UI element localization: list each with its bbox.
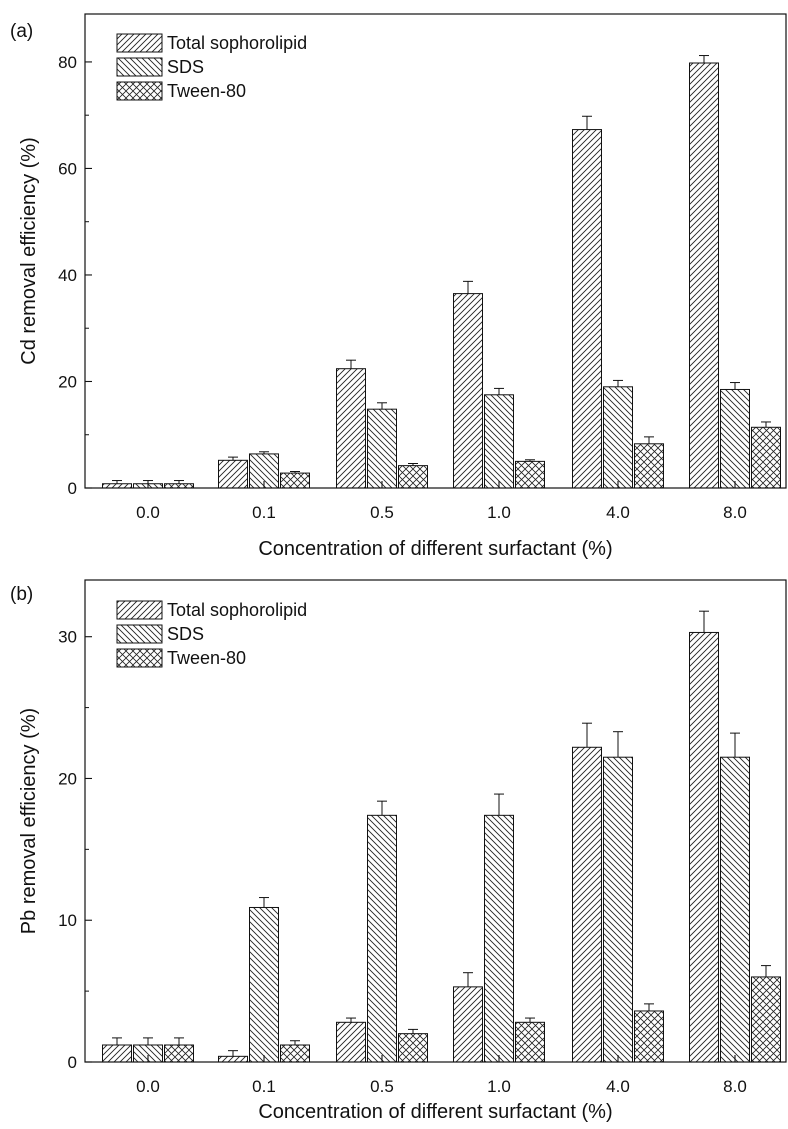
chart-panel-a: 0 20 40 60 80 0.0 0.1 0.5 1.0 4.0 8.0 Concentration… [10,13,787,560]
y-tick-label: 0 [68,479,77,498]
x-tick-label: 1.0 [487,1077,511,1096]
bar-crosshatch-2 [398,1033,428,1063]
y-tick-label: 40 [58,266,77,285]
plot-frame [84,13,787,489]
bar-diagonal-backward-2 [367,814,397,1063]
legend-swatch-crosshatch [116,81,163,101]
x-axis-title: Concentration of different surfactant (%… [258,538,612,560]
x-tick-label: 0.5 [370,1077,394,1096]
legend-swatch-diagonal-backward [116,57,163,77]
legend-swatch-diagonal-forward [116,600,163,620]
bar-diagonal-backward-5 [720,388,750,489]
legend-label: Total sophorolipid [167,600,307,620]
bar-diagonal-backward-4 [603,386,633,489]
bar-crosshatch-1 [280,472,310,489]
legend-swatch-crosshatch [116,648,163,668]
x-tick-label: 0.5 [370,503,394,522]
bar-diagonal-forward-0 [102,483,132,489]
legend-label: Tween-80 [167,81,246,101]
bar-crosshatch-3 [515,460,545,489]
bar-diagonal-forward-3 [453,986,483,1063]
x-axis-title: Concentration of different surfactant (%… [258,1101,612,1123]
panel-label: (a) [10,21,33,42]
bar-diagonal-backward-3 [484,394,514,489]
bar-crosshatch-0 [164,483,194,489]
bar-diagonal-forward-1 [218,1055,248,1063]
x-tick-label: 8.0 [723,1077,747,1096]
bar-diagonal-forward-1 [218,459,248,489]
y-tick-label: 10 [58,911,77,930]
legend-label: SDS [167,624,204,644]
legend-label: Total sophorolipid [167,33,307,53]
bar-diagonal-backward-4 [603,756,633,1063]
bar-diagonal-backward-1 [249,906,279,1063]
bar-diagonal-forward-2 [336,368,366,489]
plot-frame [84,579,787,1063]
x-tick-label: 0.0 [136,1077,160,1096]
bar-crosshatch-5 [751,426,781,489]
y-axis-title: Pb removal efficiency (%) [18,708,40,934]
y-tick-label: 60 [58,159,77,178]
legend-label: SDS [167,57,204,77]
x-tick-label: 4.0 [606,1077,630,1096]
y-axis-title: Cd removal efficiency (%) [18,137,40,364]
y-tick-label: 30 [58,628,77,647]
y-tick-label: 20 [58,372,77,391]
bar-diagonal-forward-5 [689,62,719,489]
bar-crosshatch-1 [280,1044,310,1063]
bar-diagonal-forward-0 [102,1044,132,1063]
bar-crosshatch-5 [751,976,781,1063]
bar-crosshatch-4 [634,443,664,489]
legend-swatch-diagonal-backward [116,624,163,644]
bar-crosshatch-3 [515,1021,545,1063]
chart-panel-b: 0 10 20 30 0.0 0.1 0.5 1.0 4.0 8.0 Concentration o… [10,579,787,1123]
bar-diagonal-backward-3 [484,814,514,1063]
bar-diagonal-forward-4 [572,129,602,489]
bar-crosshatch-2 [398,465,428,489]
y-tick-label: 0 [68,1053,77,1072]
legend-swatch-diagonal-forward [116,33,163,53]
bar-diagonal-forward-2 [336,1021,366,1063]
bar-diagonal-forward-5 [689,631,719,1063]
panel-label: (b) [10,584,33,605]
bar-crosshatch-0 [164,1044,194,1063]
bar-diagonal-backward-5 [720,756,750,1063]
x-tick-label: 0.1 [252,503,276,522]
y-tick-label: 80 [58,53,77,72]
bar-diagonal-forward-4 [572,746,602,1063]
x-tick-label: 1.0 [487,503,511,522]
y-tick-label: 20 [58,769,77,788]
bar-diagonal-forward-3 [453,293,483,489]
bar-crosshatch-4 [634,1010,664,1063]
x-tick-label: 4.0 [606,503,630,522]
x-tick-label: 0.1 [252,1077,276,1096]
x-tick-label: 8.0 [723,503,747,522]
x-tick-label: 0.0 [136,503,160,522]
bar-diagonal-backward-2 [367,408,397,489]
legend-label: Tween-80 [167,648,246,668]
